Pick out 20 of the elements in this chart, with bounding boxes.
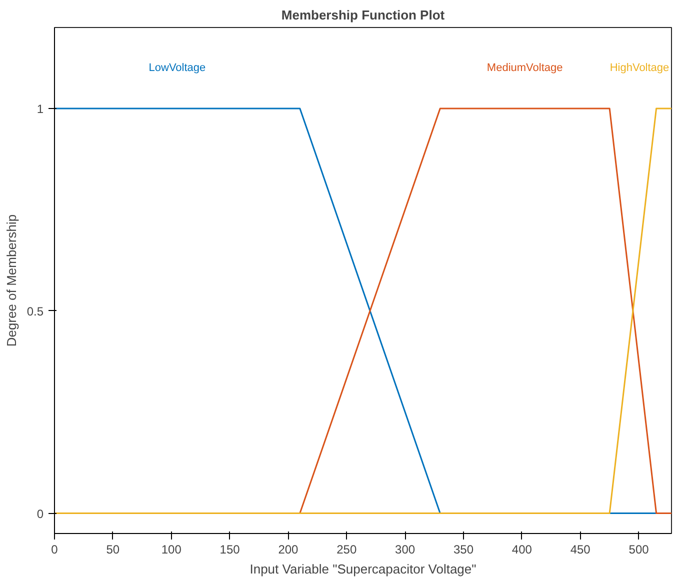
y-tick-label: 1 bbox=[36, 102, 44, 116]
x-tick-label: 200 bbox=[278, 542, 299, 556]
text: LowVoltage bbox=[148, 62, 206, 74]
chart-title: Membership Function Plot bbox=[281, 8, 446, 22]
x-tick-label: 450 bbox=[570, 542, 591, 556]
x-tick-label: 100 bbox=[161, 542, 182, 556]
x-tick-label: 150 bbox=[220, 542, 240, 556]
x-tick-label: 350 bbox=[453, 542, 474, 556]
x-tick-label: 0 bbox=[51, 542, 58, 556]
x-tick-label: 500 bbox=[628, 542, 650, 556]
y-axis-title: Degree of Membership bbox=[4, 214, 19, 347]
x-tick-label: 50 bbox=[106, 542, 120, 556]
text: MediumVoltage bbox=[486, 62, 563, 74]
x-tick-label: 300 bbox=[395, 542, 416, 556]
y-tick-label: 0 bbox=[36, 506, 44, 521]
x-tick-label: 250 bbox=[336, 542, 357, 556]
y-tick-label: 0.5 bbox=[26, 304, 44, 318]
x-tick-label: 400 bbox=[512, 542, 532, 556]
text: HighVoltage bbox=[610, 62, 670, 74]
x-axis-title: Input Variable "Supercapacitor Voltage" bbox=[250, 562, 477, 576]
